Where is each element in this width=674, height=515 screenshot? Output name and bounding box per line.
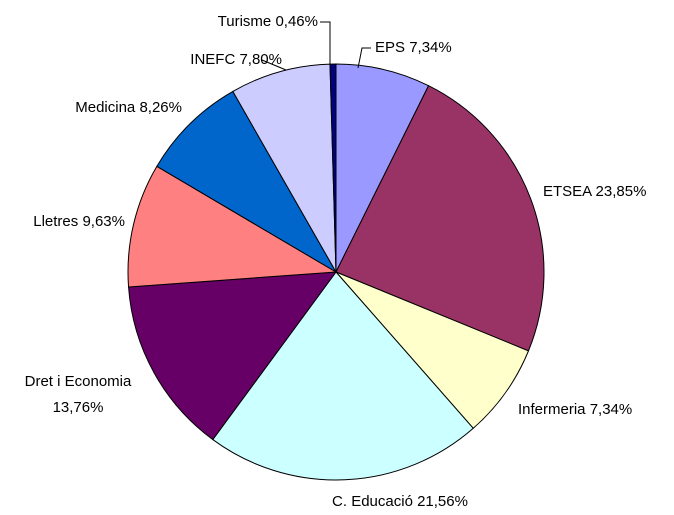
leader-line [357,47,371,69]
slice-category: Turisme [218,13,272,30]
slice-label: INEFC 7,80% [190,51,282,68]
slice-category: Lletres [33,213,78,230]
slice-value-label: 23,85% [596,183,647,200]
slice-value-label: 21,56% [417,493,468,510]
slice-label: EPS 7,34% [375,39,452,56]
slice-category: ETSEA [543,183,592,200]
leader-line [320,21,331,66]
pie-slice [127,165,338,288]
slice-value-label: 7,34% [409,39,452,56]
slice-category: C. Educació [332,493,413,510]
pie-slice [335,85,545,352]
pie-slice [156,90,338,274]
slice-category: INEFC [190,51,235,68]
slice-label: Infermeria 7,34% [518,401,632,418]
pie-slice [232,63,337,273]
slice-value-label: 13,76% [53,399,104,416]
slice-category: EPS [375,39,405,56]
slice-label: C. Educació 21,56% [332,493,468,510]
pie-slice [212,271,474,481]
leader-line [261,59,287,71]
slice-label: Medicina 8,26% [75,99,182,116]
slice-value-label: 8,26% [139,99,182,116]
slice-label: Turisme 0,46% [218,13,318,30]
slice-label: Dret i Economia [25,373,132,390]
slice-label: Lletres 9,63% [33,213,125,230]
pie-slice [128,271,338,441]
slice-label: ETSEA 23,85% [543,183,646,200]
slice-category: Medicina [75,99,136,116]
slice-value-label: 9,63% [82,213,125,230]
slice-value-label: 0,46% [275,13,318,30]
slice-category: Infermeria [518,401,586,418]
slice-value-label: 7,34% [590,401,633,418]
